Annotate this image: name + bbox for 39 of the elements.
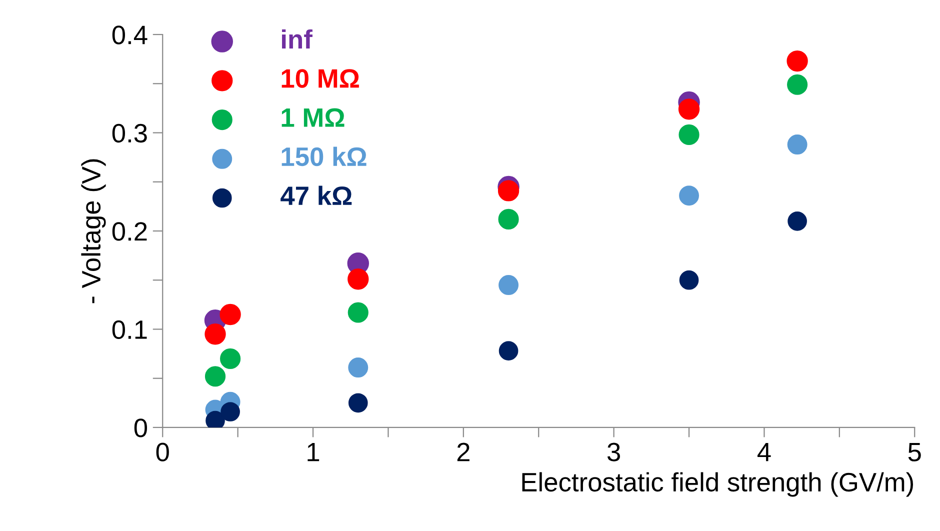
legend-label: 1 MΩ bbox=[282, 108, 344, 127]
point bbox=[498, 341, 518, 360]
point bbox=[678, 124, 700, 146]
point bbox=[787, 74, 808, 95]
legend-label: inf bbox=[282, 29, 312, 48]
point bbox=[498, 180, 520, 202]
y-tick-label: 0.3 bbox=[112, 124, 147, 143]
legend-label: 47 kΩ bbox=[280, 186, 352, 205]
y-tick-label: 0.1 bbox=[112, 320, 147, 340]
x-tick-label: 1 bbox=[308, 443, 320, 462]
point bbox=[220, 304, 241, 326]
point bbox=[788, 211, 807, 231]
point bbox=[220, 348, 241, 369]
point bbox=[498, 208, 519, 230]
x-axis-title: Electrostatic field strength (GV/m) bbox=[522, 472, 914, 497]
point bbox=[679, 270, 699, 290]
legend-label: 10 MΩ bbox=[282, 69, 359, 88]
point bbox=[787, 134, 808, 155]
point bbox=[204, 324, 226, 345]
legend-label: 150 kΩ bbox=[282, 146, 366, 166]
point bbox=[498, 275, 519, 295]
x-tick-label: 2 bbox=[457, 442, 470, 462]
point bbox=[348, 358, 368, 378]
y-tick-label: 0 bbox=[134, 418, 148, 438]
x-tick-label: 5 bbox=[908, 443, 921, 462]
point bbox=[204, 366, 226, 387]
x-tick-label: 4 bbox=[757, 443, 771, 462]
y-tick-label: 0.4 bbox=[112, 26, 148, 44]
point bbox=[678, 98, 700, 120]
point bbox=[679, 186, 700, 206]
point bbox=[348, 268, 369, 290]
y-tick-label: 0.2 bbox=[112, 222, 147, 241]
point bbox=[348, 302, 368, 323]
point bbox=[220, 402, 240, 422]
y-axis-title: - Voltage (V) bbox=[81, 159, 106, 304]
x-tick-label: 3 bbox=[607, 442, 620, 462]
x-tick-label: 0 bbox=[156, 442, 169, 462]
point bbox=[786, 50, 808, 72]
point bbox=[348, 393, 368, 413]
